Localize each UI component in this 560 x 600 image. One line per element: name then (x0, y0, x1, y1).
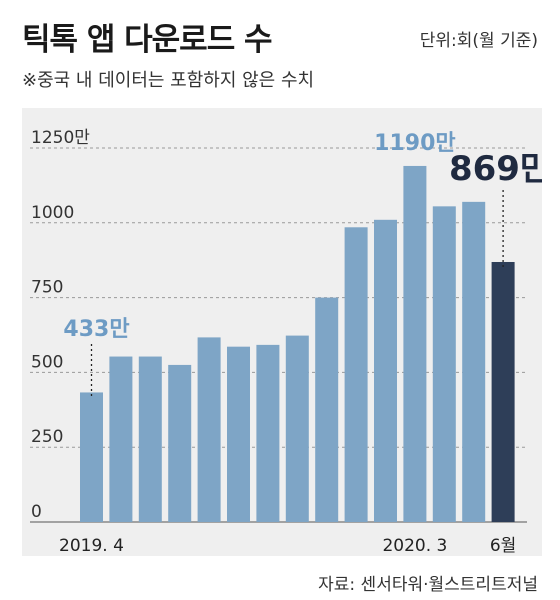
bar (109, 356, 133, 522)
x-tick-label: 6월 (490, 536, 516, 556)
y-tick-label: 250 (31, 427, 63, 447)
bar (374, 219, 397, 523)
x-tick-label: 2020. 3 (382, 536, 447, 556)
x-tick-label: 2019. 4 (59, 536, 124, 556)
bar (403, 165, 427, 522)
annotation-label: 869만 (449, 149, 542, 189)
bar (285, 335, 309, 522)
annotation-label: 433만 (63, 317, 129, 342)
unit-label: 단위:회(월 기준) (419, 31, 538, 51)
y-tick-label: 750 (31, 278, 63, 298)
bar (197, 337, 221, 522)
bar (256, 344, 280, 522)
bar (168, 364, 192, 522)
y-tick-label: 1000 (31, 203, 74, 223)
chart-note: ※중국 내 데이터는 포함하지 않은 수치 (22, 70, 315, 91)
bar-chart: 0 250 500 750 1000 1250만 2019. 4 2020. 3 6월 433만 1… (30, 128, 542, 556)
bar (462, 201, 486, 522)
bar (80, 392, 103, 522)
bar (491, 261, 515, 522)
source-label: 자료: 센서타워·월스트리트저널 (318, 575, 538, 595)
y-tick-label: 0 (31, 502, 42, 522)
bar (138, 356, 162, 522)
bar (344, 227, 368, 522)
annotation-label: 1190만 (374, 131, 455, 156)
chart-title: 틱톡 앱 다운로드 수 (22, 22, 273, 58)
bar (432, 206, 456, 522)
y-tick-label: 500 (31, 352, 63, 372)
bar (315, 297, 339, 522)
bar (227, 346, 250, 522)
chart-panel: 0 250 500 750 1000 1250만 2019. 4 2020. 3 6월 433만 1… (22, 108, 542, 556)
y-tick-label: 1250만 (31, 128, 90, 148)
